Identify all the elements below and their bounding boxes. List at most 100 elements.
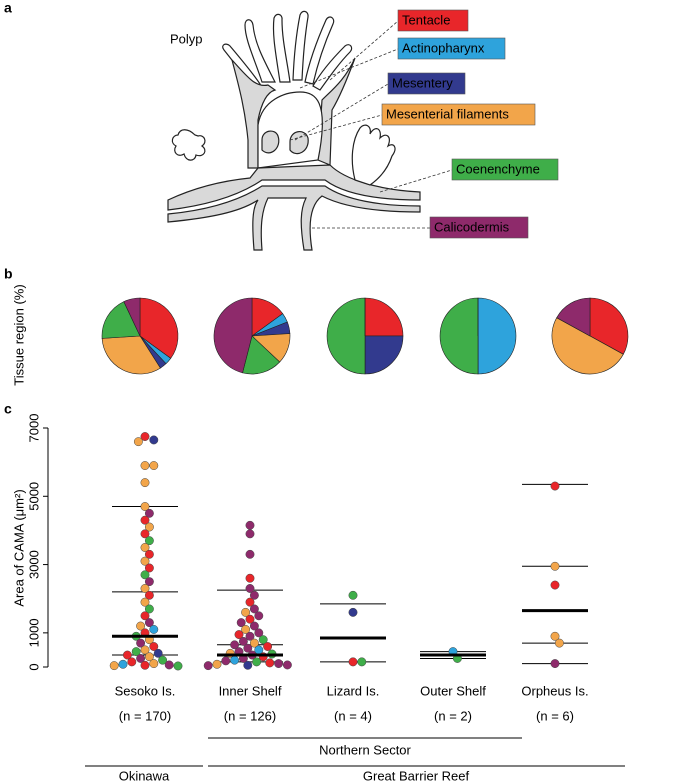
data-point bbox=[140, 570, 150, 580]
data-point bbox=[173, 661, 183, 671]
data-point bbox=[140, 461, 150, 471]
region-swatch bbox=[397, 37, 506, 60]
data-point bbox=[140, 645, 150, 655]
data-point bbox=[245, 520, 255, 530]
data-point bbox=[140, 502, 150, 511]
data-point bbox=[144, 508, 154, 518]
data-point bbox=[254, 628, 264, 638]
data-point bbox=[348, 607, 358, 617]
coenenchyme-shape bbox=[167, 164, 421, 211]
data-point bbox=[149, 461, 159, 471]
region-label: Mesentery bbox=[392, 75, 453, 90]
region-swatch bbox=[397, 9, 469, 32]
data-point bbox=[241, 624, 251, 634]
data-point bbox=[550, 481, 560, 491]
region-swatch bbox=[381, 103, 536, 126]
data-point bbox=[158, 655, 168, 665]
data-point bbox=[238, 636, 248, 646]
data-point bbox=[144, 549, 154, 559]
data-point bbox=[241, 607, 251, 617]
data-point bbox=[348, 590, 358, 600]
n-label: (n = 126) bbox=[224, 708, 276, 723]
n-label: (n = 6) bbox=[536, 708, 574, 723]
data-point bbox=[149, 642, 159, 651]
data-point bbox=[258, 635, 268, 645]
tentacle-shape bbox=[304, 16, 335, 85]
leader-line bbox=[379, 169, 453, 193]
data-point bbox=[245, 529, 255, 539]
data-point bbox=[245, 549, 255, 559]
data-point bbox=[230, 655, 240, 665]
y-tick-label: 5000 bbox=[26, 482, 41, 511]
region-label: Mesenterial filaments bbox=[386, 106, 509, 121]
n-label: (n = 4) bbox=[334, 708, 372, 723]
data-point bbox=[144, 577, 154, 587]
region-group-label: Okinawa bbox=[119, 768, 170, 783]
tentacle-shape bbox=[292, 10, 309, 81]
data-point bbox=[109, 661, 119, 671]
pie-slice bbox=[123, 297, 141, 337]
panel-label: b bbox=[4, 266, 13, 282]
tentacle-shape bbox=[244, 19, 276, 83]
tentacle-shape bbox=[272, 13, 291, 83]
data-point bbox=[550, 659, 560, 669]
data-point bbox=[203, 661, 213, 671]
gastric-cavity bbox=[257, 91, 323, 169]
data-point bbox=[234, 630, 244, 640]
y-axis-label: Tissue region (%) bbox=[11, 284, 26, 385]
data-point bbox=[282, 660, 292, 670]
region-label: Calicodermis bbox=[434, 219, 510, 234]
data-point bbox=[144, 536, 154, 546]
data-point bbox=[122, 650, 132, 660]
data-point bbox=[263, 642, 273, 651]
charts: Tissue region (%) Area of CAMA (μm²) 0 1000… bbox=[11, 284, 629, 783]
panel-label: a bbox=[4, 0, 12, 16]
data-point bbox=[149, 435, 159, 445]
data-point bbox=[133, 437, 143, 447]
data-point bbox=[243, 660, 253, 670]
data-point bbox=[245, 614, 255, 624]
filament-shape bbox=[289, 131, 309, 155]
y-axis-label: Area of CAMA (μm²) bbox=[11, 489, 26, 606]
data-point bbox=[149, 624, 159, 634]
region-swatch bbox=[451, 158, 559, 181]
data-point bbox=[550, 631, 560, 641]
data-point bbox=[221, 656, 231, 666]
y-tick-label: 1000 bbox=[26, 618, 41, 647]
data-point bbox=[357, 657, 367, 667]
data-point bbox=[131, 647, 141, 657]
n-label: (n = 2) bbox=[434, 708, 472, 723]
data-point bbox=[140, 556, 150, 566]
category-label: Sesoko Is. bbox=[115, 683, 176, 698]
data-point bbox=[554, 638, 564, 648]
data-point bbox=[144, 604, 154, 614]
category-label: Inner Shelf bbox=[219, 683, 282, 698]
data-point bbox=[265, 658, 275, 668]
pie-slice bbox=[326, 297, 366, 375]
pie-slice bbox=[439, 297, 479, 375]
region-label: Coenenchyme bbox=[456, 161, 540, 176]
data-point bbox=[144, 563, 154, 573]
category-label: Outer Shelf bbox=[420, 683, 486, 698]
data-point bbox=[254, 611, 264, 621]
data-point bbox=[550, 561, 560, 571]
region-label: Actinopharynx bbox=[402, 40, 485, 55]
data-point bbox=[140, 611, 150, 621]
pie-slice bbox=[213, 297, 253, 374]
data-point bbox=[245, 584, 255, 593]
data-point bbox=[274, 659, 284, 669]
data-point bbox=[144, 618, 154, 628]
filament-shape bbox=[261, 130, 280, 154]
data-point bbox=[212, 659, 222, 669]
tentacle-shape bbox=[312, 44, 353, 91]
region-group-label: Great Barrier Reef bbox=[363, 768, 470, 783]
data-point bbox=[164, 660, 174, 670]
calicodermis-shape bbox=[167, 185, 421, 251]
side-polyp bbox=[351, 124, 396, 186]
y-tick-label: 7000 bbox=[26, 414, 41, 443]
data-point bbox=[245, 573, 255, 583]
data-point bbox=[136, 654, 146, 663]
pie-slice bbox=[101, 301, 141, 339]
region-label: Tentacle bbox=[402, 12, 450, 27]
data-point bbox=[136, 638, 146, 648]
